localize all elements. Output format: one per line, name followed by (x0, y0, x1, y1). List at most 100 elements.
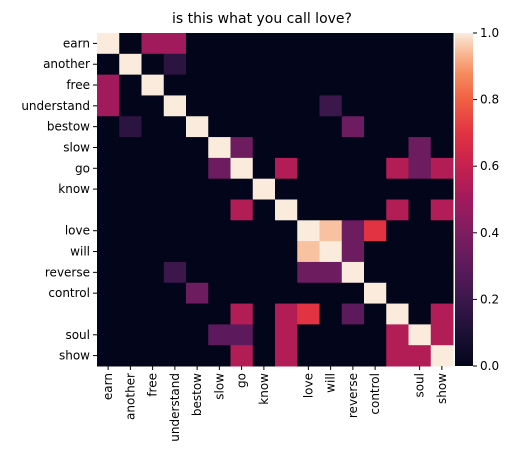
colorbar-gradient (455, 33, 473, 366)
heatmap-cell (119, 53, 142, 76)
y-tick-label: another (43, 57, 90, 71)
heatmap-cell (319, 74, 343, 96)
heatmap-cell (341, 220, 365, 242)
heatmap-cell (364, 241, 387, 263)
heatmap-cell (252, 241, 276, 263)
heatmap-cell (275, 345, 298, 367)
heatmap-cell (230, 53, 254, 76)
heatmap-cell (119, 199, 142, 221)
heatmap-cell (141, 220, 165, 242)
heatmap-cell (141, 261, 165, 284)
heatmap-cell (252, 157, 276, 180)
heatmap-cell (186, 53, 209, 76)
heatmap-cell (163, 241, 187, 263)
heatmap-cell (408, 178, 432, 200)
heatmap-cell (230, 220, 254, 242)
heatmap-cell (341, 157, 365, 180)
heatmap-cell (163, 53, 187, 76)
heatmap-cell (208, 199, 231, 221)
x-tick-label: soul (413, 373, 427, 398)
heatmap-cell (230, 157, 254, 180)
heatmap-cell (141, 178, 165, 200)
heatmap-cell (186, 33, 209, 55)
heatmap-cell (119, 95, 142, 117)
heatmap-cell (186, 178, 209, 200)
heatmap-cell (297, 53, 320, 76)
colorbar-tick-label: 0.2 (480, 292, 499, 306)
heatmap-cell (252, 137, 276, 159)
heatmap-cell (386, 303, 409, 325)
heatmap-cell (275, 324, 298, 346)
heatmap-cell (319, 282, 343, 305)
heatmap-cell (319, 116, 343, 138)
heatmap-cell (341, 95, 365, 117)
heatmap-cell (230, 241, 254, 263)
heatmap-cell (163, 261, 187, 284)
colorbar-tick-label: 0.8 (480, 93, 499, 107)
heatmap-cell (97, 345, 120, 367)
heatmap-cell (252, 324, 276, 346)
heatmap-cell (319, 178, 343, 200)
heatmap-cell (252, 199, 276, 221)
heatmap-cell (430, 282, 454, 305)
heatmap-cell (230, 178, 254, 200)
heatmap-cell (386, 241, 409, 263)
x-tick-label: will (324, 373, 338, 393)
heatmap-cell (408, 33, 432, 55)
x-tick-label: slow (212, 373, 226, 400)
heatmap-cell (141, 116, 165, 138)
heatmap-cell (341, 33, 365, 55)
heatmap-cell (119, 178, 142, 200)
heatmap-cell (186, 116, 209, 138)
heatmap-cell (275, 157, 298, 180)
heatmap-cell (430, 261, 454, 284)
heatmap-cell (430, 157, 454, 180)
heatmap-cell (408, 74, 432, 96)
heatmap-cell (97, 178, 120, 200)
heatmap-cell (119, 303, 142, 325)
heatmap-cell (186, 137, 209, 159)
heatmap-cell (319, 53, 343, 76)
heatmap-cell (386, 74, 409, 96)
heatmap-cell (297, 33, 320, 55)
heatmap-cell (141, 74, 165, 96)
x-tick-label: earn (101, 373, 115, 400)
heatmap-cell (386, 116, 409, 138)
colorbar: 0.0 0.2 0.4 0.6 0.8 1.0 (455, 26, 499, 373)
heatmap-cells (97, 33, 454, 367)
heatmap-cell (252, 345, 276, 367)
colorbar-ticks: 0.0 0.2 0.4 0.6 0.8 1.0 (473, 26, 499, 373)
heatmap-cell (252, 282, 276, 305)
heatmap-cell (163, 74, 187, 96)
heatmap-cell (297, 178, 320, 200)
heatmap-cell (364, 220, 387, 242)
heatmap-cell (341, 178, 365, 200)
heatmap-cell (364, 95, 387, 117)
heatmap-cell (163, 95, 187, 117)
heatmap-cell (408, 220, 432, 242)
heatmap-cell (319, 261, 343, 284)
heatmap-cell (275, 74, 298, 96)
y-tick-label: bestow (47, 120, 90, 134)
y-tick-label: go (75, 161, 90, 175)
heatmap-cell (341, 345, 365, 367)
heatmap-cell (119, 261, 142, 284)
heatmap-cell (141, 241, 165, 263)
heatmap-cell (186, 303, 209, 325)
heatmap-cell (97, 116, 120, 138)
heatmap-cell (141, 199, 165, 221)
heatmap-cell (186, 157, 209, 180)
heatmap-cell (163, 157, 187, 180)
heatmap-cell (97, 74, 120, 96)
heatmap-cell (430, 324, 454, 346)
heatmap-cell (163, 324, 187, 346)
heatmap-cell (430, 345, 454, 367)
y-tick-label: know (58, 182, 90, 196)
heatmap-cell (186, 74, 209, 96)
heatmap-cell (297, 303, 320, 325)
heatmap-cell (341, 137, 365, 159)
heatmap-cell (208, 303, 231, 325)
heatmap-cell (297, 282, 320, 305)
heatmap-cell (208, 345, 231, 367)
